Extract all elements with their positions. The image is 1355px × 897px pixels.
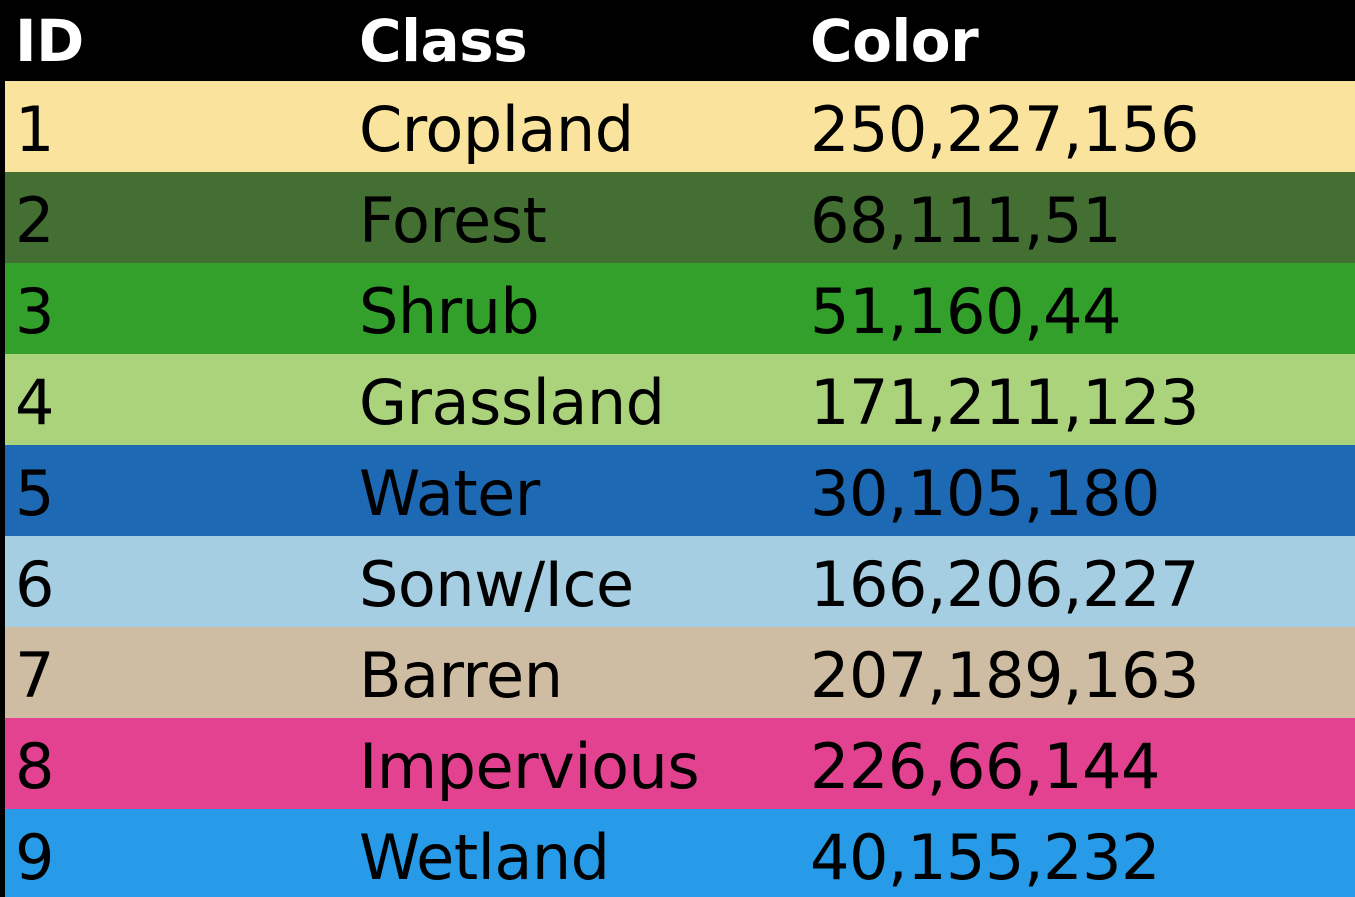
row-id: 5: [15, 457, 54, 530]
row-id: 4: [15, 366, 54, 439]
row-color: 51,160,44: [810, 275, 1122, 348]
row-id: 7: [15, 639, 54, 712]
row-class: Shrub: [359, 275, 540, 348]
row-id: 1: [15, 93, 54, 166]
row-class: Wetland: [359, 821, 610, 894]
row-class: Water: [359, 457, 540, 530]
row-id: 3: [15, 275, 54, 348]
table-row: 1 Cropland 250,227,156: [5, 81, 1355, 172]
row-color: 30,105,180: [810, 457, 1161, 530]
row-class: Grassland: [359, 366, 665, 439]
row-color: 226,66,144: [810, 730, 1161, 803]
row-class: Impervious: [359, 730, 700, 803]
table-row: 9 Wetland 40,155,232: [5, 809, 1355, 897]
row-id: 8: [15, 730, 54, 803]
row-color: 68,111,51: [810, 184, 1122, 257]
table-row: 5 Water 30,105,180: [5, 445, 1355, 536]
row-class: Cropland: [359, 93, 634, 166]
row-color: 250,227,156: [810, 93, 1199, 166]
header-id: ID: [15, 7, 84, 75]
table-row: 4 Grassland 171,211,123: [5, 354, 1355, 445]
row-class: Forest: [359, 184, 547, 257]
table-header: ID Class Color: [5, 0, 1355, 81]
land-cover-color-table: ID Class Color 1 Cropland 250,227,156 2 …: [5, 0, 1355, 897]
table-row: 8 Impervious 226,66,144: [5, 718, 1355, 809]
row-color: 40,155,232: [810, 821, 1161, 894]
row-id: 9: [15, 821, 54, 894]
row-id: 2: [15, 184, 54, 257]
header-color: Color: [810, 7, 979, 75]
row-class: Barren: [359, 639, 563, 712]
table-row: 2 Forest 68,111,51: [5, 172, 1355, 263]
row-color: 166,206,227: [810, 548, 1199, 621]
row-id: 6: [15, 548, 54, 621]
row-color: 207,189,163: [810, 639, 1199, 712]
row-color: 171,211,123: [810, 366, 1199, 439]
table-row: 6 Sonw/Ice 166,206,227: [5, 536, 1355, 627]
row-class: Sonw/Ice: [359, 548, 634, 621]
header-class: Class: [359, 7, 528, 75]
table-row: 3 Shrub 51,160,44: [5, 263, 1355, 354]
table-row: 7 Barren 207,189,163: [5, 627, 1355, 718]
